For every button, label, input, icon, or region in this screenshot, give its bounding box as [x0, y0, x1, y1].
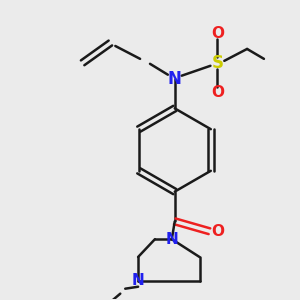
Text: N: N [165, 232, 178, 247]
Text: N: N [132, 273, 145, 288]
Text: O: O [211, 85, 224, 100]
Text: S: S [212, 54, 224, 72]
Text: O: O [211, 224, 224, 239]
Text: N: N [168, 70, 182, 88]
Text: O: O [211, 26, 224, 40]
